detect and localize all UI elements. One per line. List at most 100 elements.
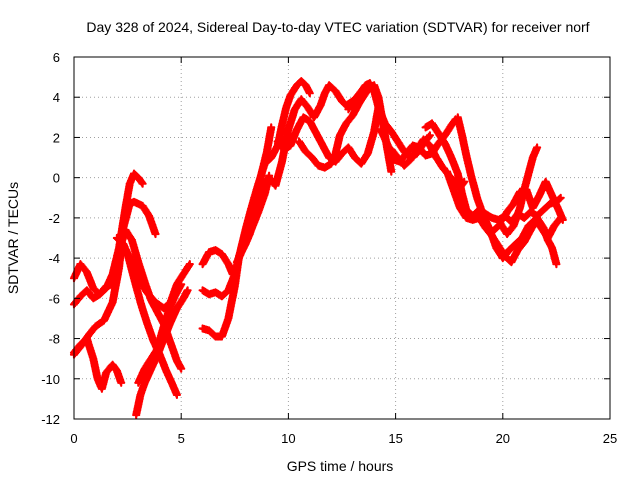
data-point [94, 375, 101, 382]
data-point [148, 365, 155, 372]
data-point [454, 170, 461, 177]
data-point [77, 261, 84, 268]
data-point [326, 82, 333, 89]
data-point [459, 132, 466, 139]
data-point [343, 120, 350, 127]
data-point [287, 142, 294, 149]
data-point [356, 100, 363, 107]
data-point [296, 138, 303, 145]
data-point [328, 160, 335, 167]
data-point [298, 78, 305, 85]
data-point [553, 261, 560, 268]
data-point [362, 82, 369, 89]
x-tick-labels: 0 5 10 15 20 25 [70, 431, 617, 446]
data-point [169, 381, 176, 388]
data-point [163, 367, 170, 374]
data-point [171, 293, 178, 300]
data-point [135, 200, 142, 207]
data-point [101, 317, 108, 324]
data-point [173, 357, 180, 364]
data-point [291, 106, 298, 113]
data-point [113, 235, 120, 241]
x-tick-label: 5 [178, 431, 185, 446]
y-tick-label: -10 [41, 372, 60, 387]
data-point [109, 299, 116, 306]
data-point [233, 259, 240, 266]
data-point [199, 261, 206, 268]
data-point [92, 323, 99, 330]
data-point [364, 150, 371, 157]
data-point [122, 226, 129, 233]
data-point [467, 170, 474, 177]
data-point [293, 82, 300, 89]
data-point [302, 82, 309, 89]
data-point [246, 230, 253, 237]
x-axis-label: GPS time / hours [287, 458, 394, 474]
data-point [420, 136, 427, 143]
data-point [332, 150, 339, 157]
y-tick-label: 0 [53, 171, 60, 186]
y-tick-labels: -12 -10 -8 -6 -4 -2 0 2 4 6 [41, 50, 60, 427]
data-point [272, 182, 279, 189]
data-point [257, 174, 264, 181]
x-tick-label: 10 [281, 431, 295, 446]
data-point [278, 158, 285, 165]
data-point [555, 206, 562, 213]
data-point [339, 98, 345, 105]
data-point [366, 80, 373, 87]
data-point [135, 259, 142, 266]
data-point [311, 114, 318, 121]
data-point [474, 194, 481, 201]
data-point [433, 154, 440, 161]
data-point [152, 230, 159, 237]
data-point [538, 224, 545, 231]
data-point [83, 287, 90, 294]
data-point [293, 126, 300, 133]
data-point [167, 303, 174, 310]
data-point [143, 319, 150, 326]
data-point [137, 391, 144, 398]
data-point [148, 355, 155, 362]
data-point [319, 142, 326, 149]
series-track-12 [232, 81, 357, 267]
data-point [225, 315, 232, 322]
data-point [388, 128, 395, 135]
data-point [83, 269, 90, 276]
data-point [435, 140, 442, 147]
data-point [283, 104, 290, 111]
data-point [321, 90, 328, 97]
chart-title: Day 328 of 2024, Sidereal Day-to-day VTE… [86, 19, 589, 35]
data-point [206, 327, 213, 334]
data-point [510, 200, 517, 207]
data-point [549, 192, 556, 199]
data-point [122, 204, 129, 211]
data-point [544, 235, 551, 241]
data-point [178, 281, 185, 288]
data-point [414, 146, 421, 153]
data-point [551, 222, 558, 229]
data-point [141, 379, 148, 386]
data-point [388, 168, 395, 175]
y-tick-label: -6 [48, 291, 60, 306]
data-point [118, 379, 125, 386]
data-point [180, 271, 187, 278]
data-point [199, 287, 206, 294]
data-point [336, 132, 343, 139]
data-point [559, 216, 566, 223]
data-point [143, 289, 150, 296]
y-axis-label: SDTVAR / TECUs [5, 182, 21, 294]
data-point [459, 190, 466, 197]
x-tick-label: 20 [496, 431, 510, 446]
data-point [199, 325, 206, 332]
data-point [358, 88, 365, 95]
data-point [456, 204, 463, 211]
data-point [523, 186, 530, 193]
data-point [339, 150, 345, 157]
data-point [150, 337, 157, 344]
data-point [531, 216, 538, 223]
data-point [218, 333, 225, 340]
data-point [126, 180, 133, 187]
series-track-7 [132, 286, 192, 420]
data-point [549, 245, 556, 252]
